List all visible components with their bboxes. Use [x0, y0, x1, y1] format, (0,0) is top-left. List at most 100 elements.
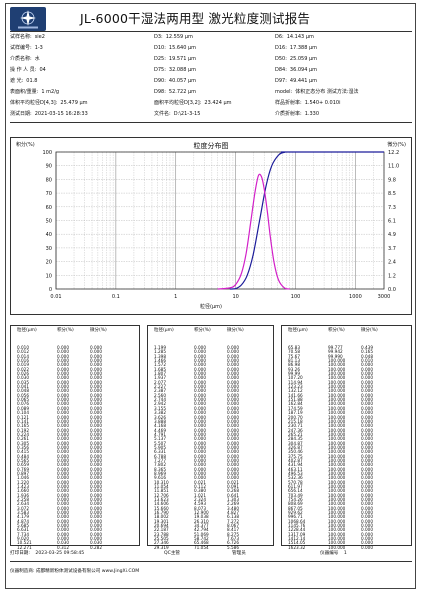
y-tick-label-right: 7.3: [388, 205, 396, 211]
cell-differential: 0.000: [361, 536, 373, 542]
info-label: 介质折射率:: [275, 111, 302, 117]
cell-cumulative: 0.000: [194, 423, 206, 429]
cell-cumulative: 0.000: [57, 392, 69, 398]
table-row: 1.398 0.000 0.000: [154, 353, 273, 359]
table-row: 1623.32 100.000 0.000: [288, 544, 411, 550]
cell-cumulative: 0.000: [194, 418, 206, 424]
table-column-2: 粒径(μm) 积分(%) 微分(%) 1.199 0.000 0.000 1.285 0.0…: [147, 325, 274, 550]
cell-differential: 0.000: [90, 379, 102, 385]
cell-size: 1.807: [154, 371, 166, 377]
cell-cumulative: 0.000: [194, 384, 206, 390]
info-field: 操 作 人 员: 04: [10, 67, 49, 73]
cell-differential: 0.000: [90, 462, 102, 468]
cell-size: 703.49: [288, 492, 303, 498]
cell-cumulative: 0.000: [194, 353, 206, 359]
table-row: 6.788 0.000 0.000: [154, 454, 273, 459]
cell-differential: 0.000: [361, 423, 373, 429]
cell-cumulative: 0.380: [194, 488, 206, 494]
cell-cumulative: 4.593: [194, 501, 206, 507]
cell-differential: 0.000: [90, 475, 102, 481]
cell-size: 0.035: [17, 379, 29, 385]
cell-cumulative: 0.000: [57, 531, 69, 537]
table-row: 22.187 42.794 8.417: [154, 528, 273, 533]
table-row: 4.179 0.000 0.000: [17, 515, 139, 520]
cell-cumulative: 0.000: [57, 431, 69, 437]
y-tick-label-left: 90: [46, 164, 52, 170]
cell-cumulative: 100.000: [328, 540, 346, 546]
table-row: 2.077 0.000 0.000: [154, 380, 273, 385]
header-cumulative: 积分(%): [328, 328, 345, 333]
table-row: 1.660 0.000 0.000: [17, 488, 139, 493]
cell-differential: 0.000: [227, 388, 239, 394]
cell-size: 215.18: [288, 418, 303, 424]
cell-differential: 0.000: [361, 366, 373, 372]
cell-cumulative: 0.000: [57, 405, 69, 411]
cell-cumulative: 0.000: [57, 379, 69, 385]
cell-differential: 0.000: [90, 384, 102, 390]
table-row: 375.75 100.000 0.000: [288, 453, 411, 459]
table-row: 200.70 100.000 0.000: [288, 415, 411, 420]
cell-size: 2.634: [17, 501, 29, 507]
cell-cumulative: 0.000: [57, 453, 69, 459]
cell-differential: 0.000: [90, 414, 102, 420]
cell-differential: 0.000: [361, 453, 373, 459]
table-row: 27.346 65.468 6.726: [154, 541, 273, 546]
table-row: 0.261 0.000 0.000: [17, 436, 139, 441]
cell-cumulative: 0.000: [57, 388, 69, 394]
cell-cumulative: 0.000: [194, 410, 206, 416]
cell-size: 19.301: [154, 518, 169, 524]
cell-size: 1623.32: [288, 544, 306, 550]
cell-size: 2.560: [154, 392, 166, 398]
cell-cumulative: 100.000: [328, 544, 346, 550]
cell-differential: 0.282: [90, 544, 102, 550]
cell-differential: 0.000: [90, 371, 102, 377]
cell-differential: 0.000: [361, 397, 373, 403]
cell-cumulative: 2.324: [194, 497, 206, 503]
cell-differential: 0.000: [361, 440, 373, 446]
cell-size: 4.874: [17, 518, 29, 524]
cell-size: 1.423: [17, 484, 29, 489]
table-row: 1.220 0.000 0.000: [17, 479, 139, 485]
table-row: 1.572 0.000 0.000: [154, 362, 273, 368]
table-row: 5.137 0.000 0.000: [154, 436, 273, 442]
cell-cumulative: 0.000: [194, 436, 206, 442]
cell-differential: 0.000: [90, 518, 102, 524]
table-row: 3.888 0.000 0.000: [154, 418, 273, 424]
cell-size: 9.616: [154, 475, 166, 481]
table-row: 0.022 0.000 0.000: [17, 367, 139, 372]
cell-size: 12.271: [17, 544, 32, 550]
cell-size: 0.356: [17, 444, 29, 450]
cell-size: 3.888: [154, 418, 166, 424]
table-row: 12.271 0.312 0.282: [17, 544, 139, 550]
cell-cumulative: 100.000: [328, 405, 346, 411]
cell-size: 107.20: [288, 375, 303, 381]
cell-cumulative: 99.990: [328, 353, 343, 359]
cell-differential: 0.000: [90, 401, 102, 407]
cell-cumulative: 0.000: [57, 449, 69, 455]
y-tick-label-left: 0: [49, 287, 52, 293]
cell-size: 1228.44: [288, 527, 306, 533]
cell-size: 0.012: [17, 349, 29, 355]
info-value: 15.640 μm: [168, 45, 197, 51]
cell-cumulative: 51.069: [194, 531, 209, 537]
cell-size: 0.224: [17, 431, 29, 437]
cell-cumulative: 0.000: [57, 440, 69, 446]
table-row: 75.67 99.990 0.048: [288, 353, 411, 359]
cell-size: 0.048: [17, 388, 29, 394]
info-label: D16:: [275, 45, 287, 51]
info-value: 体积正态分布 测试方法:湿法: [295, 89, 359, 95]
cell-differential: 0.000: [361, 510, 373, 516]
info-label: D90:: [154, 78, 166, 84]
cell-size: 1145.76: [288, 523, 306, 529]
cell-differential: 0.000: [90, 523, 102, 529]
cell-differential: 0.000: [227, 401, 239, 407]
cell-differential: 0.000: [90, 444, 102, 450]
info-field: 遮 光: 01.8: [10, 78, 40, 84]
cell-cumulative: 0.000: [194, 362, 206, 368]
cell-size: 929.62: [288, 510, 303, 516]
cell-differential: 0.000: [90, 479, 102, 485]
y-tick-label-left: 50: [46, 219, 52, 225]
cell-cumulative: 0.000: [194, 405, 206, 411]
cell-differential: 0.000: [227, 440, 239, 446]
cell-differential: 0.000: [90, 492, 102, 498]
